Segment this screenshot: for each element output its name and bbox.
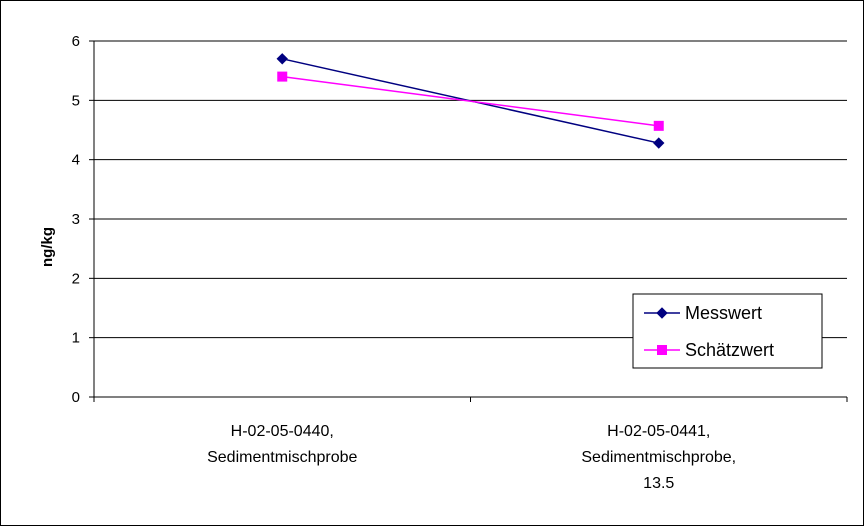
gridlines [94, 40, 847, 339]
x-tick-label: Sedimentmischprobe, [581, 449, 736, 466]
data-point [656, 307, 668, 319]
legend-box [632, 293, 823, 369]
legend-label: Schätzwert [685, 340, 774, 360]
data-point [276, 53, 288, 65]
data-point [657, 345, 667, 355]
data-point [653, 120, 664, 131]
series-line [282, 75, 659, 127]
x-tick-label: H-02-05-0441, [607, 423, 710, 440]
x-tick-label: Sedimentmischprobe [207, 449, 357, 466]
axes: 0 1 2 3 4 5 6 H-02-05-0440, Sedimentmischprobe H-… [72, 33, 848, 492]
y-tick-label: 1 [72, 330, 80, 347]
legend-label: Messwert [685, 303, 762, 323]
y-tick-label: 3 [72, 211, 80, 228]
x-tick-label: H-02-05-0440, [231, 423, 334, 440]
y-tick-label: 6 [72, 33, 80, 50]
series [276, 53, 665, 149]
y-tick-label: 0 [72, 389, 80, 406]
y-axis-label: ng/kg [39, 227, 56, 267]
y-tick-label: 2 [72, 270, 80, 287]
y-tick-label: 5 [72, 92, 80, 109]
y-tick-label: 4 [72, 152, 80, 169]
data-point [653, 137, 665, 149]
legend: Messwert Schätzwert [632, 293, 823, 369]
x-tick-label: 13.5 [643, 475, 674, 492]
data-point [277, 71, 288, 82]
